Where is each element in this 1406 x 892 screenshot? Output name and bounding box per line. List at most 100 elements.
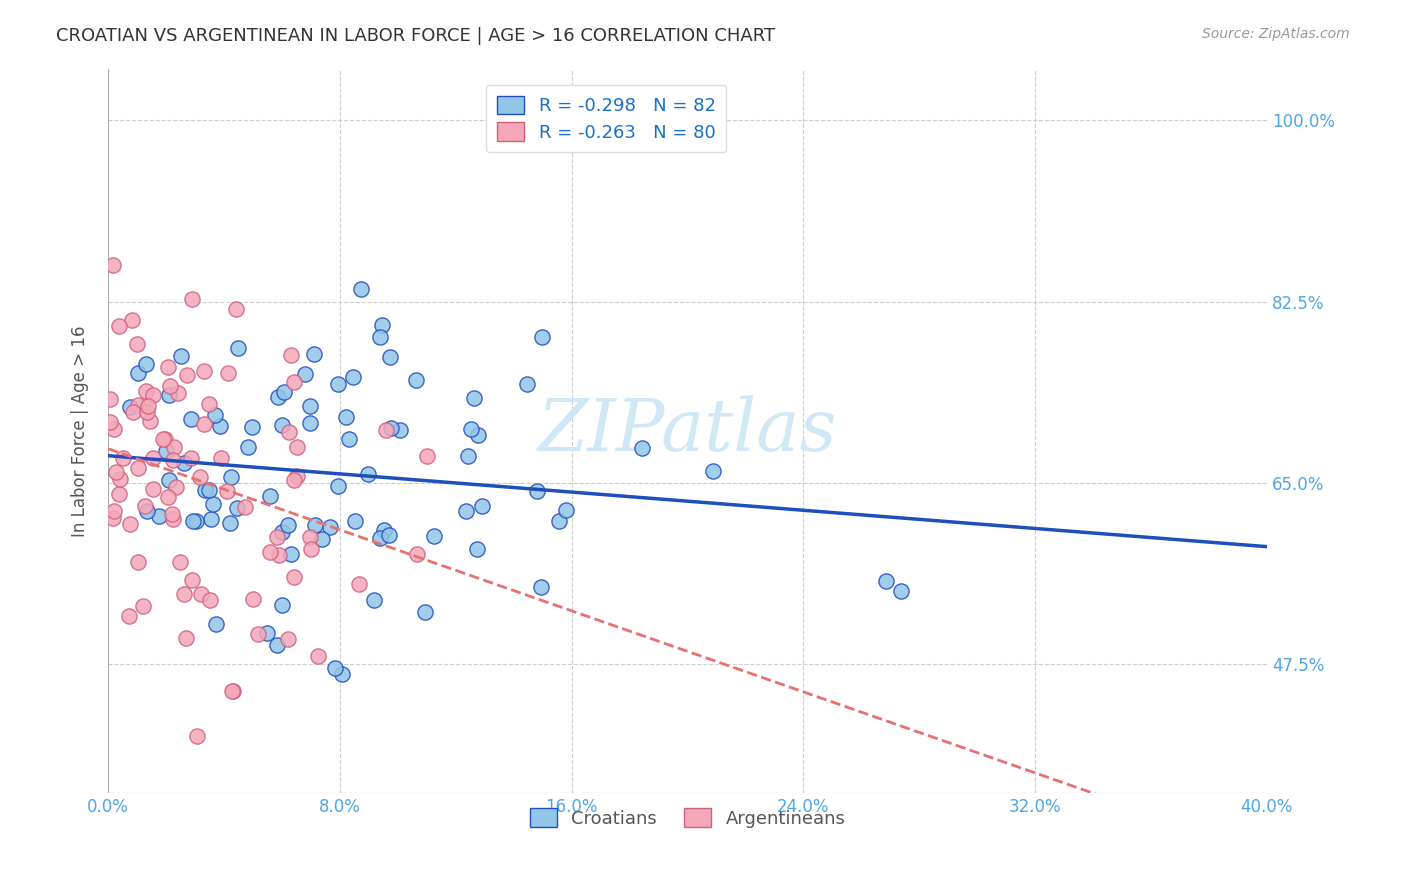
Point	[875, 574, 897, 589]
Point	[233, 500, 256, 514]
Point	[225, 302, 247, 317]
Point	[186, 729, 208, 743]
Point	[157, 473, 180, 487]
Point	[380, 421, 402, 435]
Point	[215, 484, 238, 499]
Point	[283, 570, 305, 584]
Point	[170, 349, 193, 363]
Point	[152, 432, 174, 446]
Point	[176, 631, 198, 645]
Point	[299, 542, 322, 557]
Point	[240, 420, 263, 434]
Point	[283, 375, 305, 389]
Point	[103, 503, 125, 517]
Point	[890, 583, 912, 598]
Point	[266, 531, 288, 545]
Point	[160, 507, 183, 521]
Point	[371, 318, 394, 332]
Point	[142, 451, 165, 466]
Point	[193, 363, 215, 377]
Point	[319, 520, 342, 534]
Point	[131, 599, 153, 614]
Point	[259, 545, 281, 559]
Point	[103, 422, 125, 436]
Point	[531, 330, 554, 344]
Point	[208, 419, 231, 434]
Point	[198, 397, 221, 411]
Point	[467, 428, 489, 442]
Point	[135, 504, 157, 518]
Point	[200, 511, 222, 525]
Point	[280, 348, 302, 362]
Point	[136, 404, 159, 418]
Point	[163, 441, 186, 455]
Point	[465, 541, 488, 556]
Point	[298, 416, 321, 430]
Point	[162, 453, 184, 467]
Point	[277, 632, 299, 646]
Point	[267, 548, 290, 562]
Point	[219, 516, 242, 531]
Point	[273, 385, 295, 400]
Point	[373, 523, 395, 537]
Point	[298, 530, 321, 544]
Point	[285, 469, 308, 483]
Point	[101, 510, 124, 524]
Point	[283, 474, 305, 488]
Point	[221, 684, 243, 698]
Point	[135, 357, 157, 371]
Point	[311, 532, 333, 546]
Point	[304, 346, 326, 360]
Point	[180, 450, 202, 465]
Point	[138, 414, 160, 428]
Point	[225, 500, 247, 515]
Point	[125, 336, 148, 351]
Point	[101, 258, 124, 272]
Point	[221, 470, 243, 484]
Point	[198, 593, 221, 607]
Point	[266, 638, 288, 652]
Point	[347, 576, 370, 591]
Point	[236, 440, 259, 454]
Point	[205, 617, 228, 632]
Point	[389, 423, 412, 437]
Point	[176, 368, 198, 382]
Point	[120, 400, 142, 414]
Point	[108, 472, 131, 486]
Point	[460, 422, 482, 436]
Point	[127, 398, 149, 412]
Point	[370, 531, 392, 545]
Point	[285, 440, 308, 454]
Point	[278, 425, 301, 439]
Point	[271, 418, 294, 433]
Point	[173, 456, 195, 470]
Point	[121, 312, 143, 326]
Point	[242, 592, 264, 607]
Point	[363, 593, 385, 607]
Point	[246, 626, 269, 640]
Text: CROATIAN VS ARGENTINEAN IN LABOR FORCE | AGE > 16 CORRELATION CHART: CROATIAN VS ARGENTINEAN IN LABOR FORCE |…	[56, 27, 775, 45]
Point	[157, 490, 180, 504]
Point	[256, 626, 278, 640]
Point	[294, 367, 316, 381]
Point	[323, 661, 346, 675]
Point	[335, 410, 357, 425]
Point	[267, 391, 290, 405]
Point	[463, 391, 485, 405]
Point	[127, 555, 149, 569]
Point	[190, 587, 212, 601]
Point	[222, 684, 245, 698]
Point	[156, 359, 179, 374]
Point	[271, 525, 294, 540]
Point	[375, 423, 398, 437]
Point	[98, 392, 121, 406]
Point	[343, 514, 366, 528]
Point	[326, 376, 349, 391]
Point	[173, 587, 195, 601]
Point	[107, 319, 129, 334]
Point	[516, 376, 538, 391]
Point	[121, 405, 143, 419]
Point	[226, 341, 249, 355]
Point	[631, 441, 654, 455]
Point	[530, 581, 553, 595]
